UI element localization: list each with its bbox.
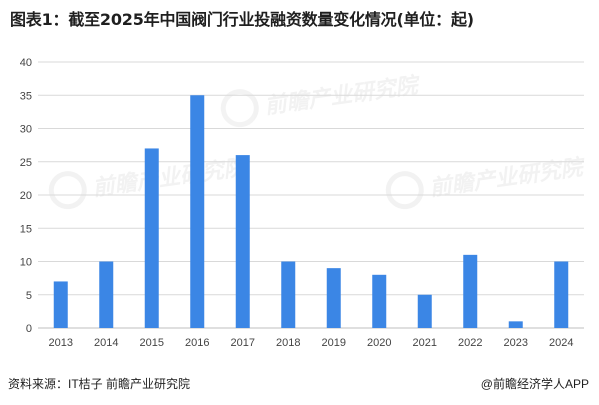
bar-2013 — [53, 281, 68, 328]
x-tick-label: 2016 — [185, 337, 209, 349]
bar-2020 — [372, 274, 387, 328]
x-axis: 2013 2014 2015 2016 2017 2018 2019 2020 2021 2022… — [49, 337, 574, 349]
x-tick-label: 2013 — [49, 337, 73, 349]
x-tick-label: 2014 — [94, 337, 118, 349]
x-tick-label: 2015 — [140, 337, 164, 349]
x-tick-label: 2020 — [367, 337, 391, 349]
y-tick-label: 5 — [26, 290, 32, 302]
bar-2016 — [190, 95, 205, 328]
y-tick-label: 35 — [20, 90, 32, 102]
y-tick-label: 40 — [20, 57, 32, 69]
y-tick-label: 15 — [20, 223, 32, 235]
y-tick-label: 0 — [26, 323, 32, 335]
x-tick-label: 2024 — [549, 337, 573, 349]
y-tick-label: 10 — [20, 257, 32, 269]
x-tick-label: 2021 — [413, 337, 437, 349]
y-tick-label: 30 — [20, 124, 32, 136]
bar-2022 — [463, 254, 478, 328]
bar-2014 — [99, 261, 114, 328]
x-tick-label: 2023 — [504, 337, 528, 349]
x-tick-label: 2018 — [276, 337, 300, 349]
bars — [53, 95, 569, 328]
chart-title: 图表1：截至2025年中国阀门行业投融资数量变化情况(单位：起) — [10, 10, 474, 29]
grid-lines — [38, 61, 584, 329]
x-tick-label: 2019 — [322, 337, 346, 349]
bar-2024 — [554, 261, 569, 328]
bar-2021 — [417, 294, 432, 328]
bar-2017 — [235, 155, 250, 328]
x-tick-label: 2017 — [231, 337, 255, 349]
y-tick-label: 25 — [20, 157, 32, 169]
bar-2023 — [508, 321, 523, 328]
bar-2015 — [144, 148, 159, 328]
x-tick-label: 2022 — [458, 337, 482, 349]
bar-2019 — [326, 268, 341, 328]
bar-2018 — [281, 261, 296, 328]
y-axis: 0 5 10 15 20 25 30 35 40 — [20, 57, 32, 335]
brand-label: @前瞻经济学人APP — [480, 377, 589, 391]
source-note: 资料来源：IT桔子 前瞻产业研究院 — [8, 377, 190, 391]
y-tick-label: 20 — [20, 190, 32, 202]
